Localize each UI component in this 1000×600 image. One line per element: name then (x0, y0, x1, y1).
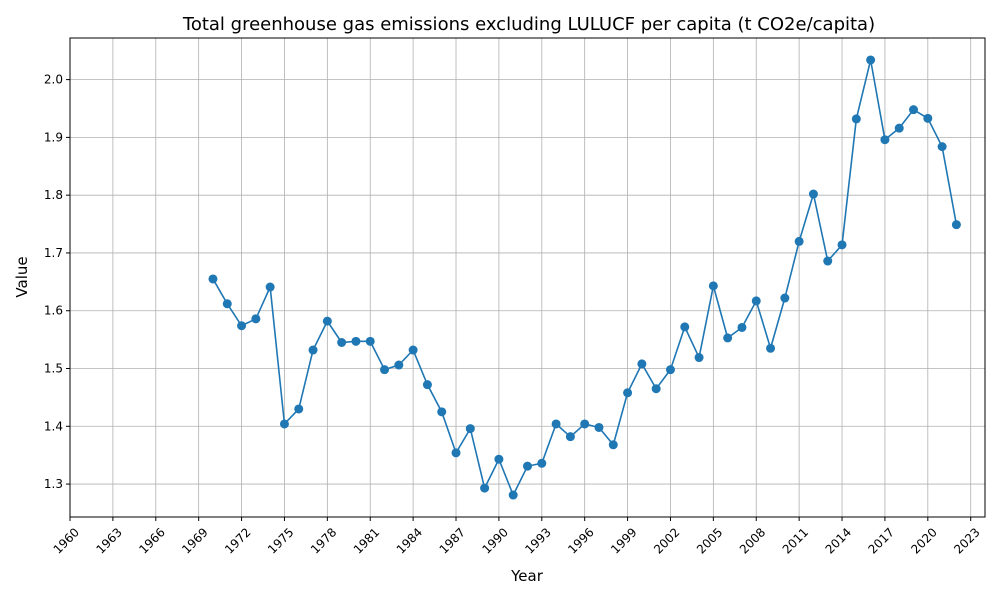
x-tick-label: 1972 (222, 525, 253, 556)
data-point (637, 359, 647, 369)
data-point (751, 296, 761, 306)
data-point (951, 220, 961, 230)
x-tick-label: 2011 (780, 525, 811, 556)
data-points (208, 55, 961, 500)
data-point (465, 424, 475, 434)
x-tick-label: 1999 (608, 525, 639, 556)
data-point (294, 404, 304, 414)
y-tick-label: 1.8 (44, 188, 63, 202)
y-tick-label: 2.0 (44, 73, 63, 87)
data-point (808, 189, 818, 199)
x-tick-label: 1981 (351, 525, 382, 556)
data-point (365, 336, 375, 346)
data-point (308, 345, 318, 355)
x-tick-label: 1993 (522, 525, 553, 556)
data-point (565, 432, 575, 442)
x-tick-label: 2014 (823, 525, 854, 556)
x-tick-label: 1963 (93, 525, 124, 556)
x-tick-label: 1990 (479, 525, 510, 556)
data-point (380, 365, 390, 375)
data-point (737, 322, 747, 332)
y-tick-label: 1.7 (44, 246, 63, 260)
data-point (508, 490, 518, 500)
data-point (537, 458, 547, 468)
x-tick-label: 2023 (951, 525, 982, 556)
y-tick-label: 1.9 (44, 130, 63, 144)
x-tick-label: 2002 (651, 525, 682, 556)
y-tick-label: 1.5 (44, 362, 63, 376)
y-axis-label: Value (13, 256, 31, 297)
x-axis-label: Year (510, 567, 544, 585)
x-tick-label: 1969 (179, 525, 210, 556)
x-tick-label: 1978 (308, 525, 339, 556)
data-point (623, 388, 633, 398)
y-tick-label: 1.3 (44, 477, 63, 491)
data-point (866, 55, 876, 65)
data-point (551, 419, 561, 429)
x-axis-ticks: 1960 1963 1966 1969 1972 1975 1978 1981 1984 1987… (51, 517, 983, 557)
data-point (251, 314, 261, 324)
x-tick-label: 2017 (865, 525, 896, 556)
data-point (723, 333, 733, 343)
data-point (823, 256, 833, 266)
data-point (523, 461, 532, 471)
data-point (580, 419, 590, 429)
plot-frame (69, 37, 986, 518)
x-tick-label: 1975 (265, 525, 296, 556)
data-point (651, 384, 661, 394)
data-point (708, 281, 718, 291)
data-point (880, 135, 890, 145)
chart-title: Total greenhouse gas emissions excluding… (182, 14, 875, 35)
data-point (680, 322, 690, 332)
data-point (208, 274, 218, 284)
data-point (222, 299, 232, 309)
data-point (923, 113, 933, 123)
x-tick-label: 1966 (136, 525, 167, 556)
data-point (422, 380, 432, 390)
grid (69, 38, 985, 517)
data-point (437, 407, 447, 417)
x-tick-label: 2020 (908, 525, 939, 556)
x-tick-label: 1987 (437, 525, 468, 556)
data-point (780, 293, 790, 303)
data-point (265, 282, 275, 292)
data-point (237, 321, 247, 331)
data-point (608, 440, 618, 450)
data-point (451, 448, 461, 458)
data-point (665, 365, 675, 375)
data-point (694, 353, 704, 363)
data-point (594, 422, 604, 432)
data-point (351, 336, 361, 346)
y-axis-ticks: 1.3 1.4 1.5 1.6 1.7 1.8 1.9 2.0 (44, 73, 70, 491)
data-point (937, 142, 947, 152)
x-tick-label: 1984 (394, 525, 425, 556)
data-point (394, 360, 404, 370)
y-tick-label: 1.4 (44, 419, 63, 433)
data-point (894, 123, 904, 133)
data-point (279, 419, 289, 429)
x-tick-label: 1960 (51, 525, 82, 556)
data-point (851, 114, 861, 124)
data-point (337, 338, 347, 348)
data-point (909, 105, 919, 115)
data-point (794, 236, 804, 246)
x-tick-label: 2008 (737, 525, 768, 556)
data-point (837, 240, 847, 250)
data-point (480, 483, 490, 493)
data-point (408, 345, 418, 355)
x-tick-label: 2005 (694, 525, 725, 556)
y-tick-label: 1.6 (44, 304, 63, 318)
x-tick-label: 1996 (565, 525, 596, 556)
data-point (494, 454, 504, 464)
data-point (766, 343, 776, 353)
data-point (322, 316, 332, 326)
